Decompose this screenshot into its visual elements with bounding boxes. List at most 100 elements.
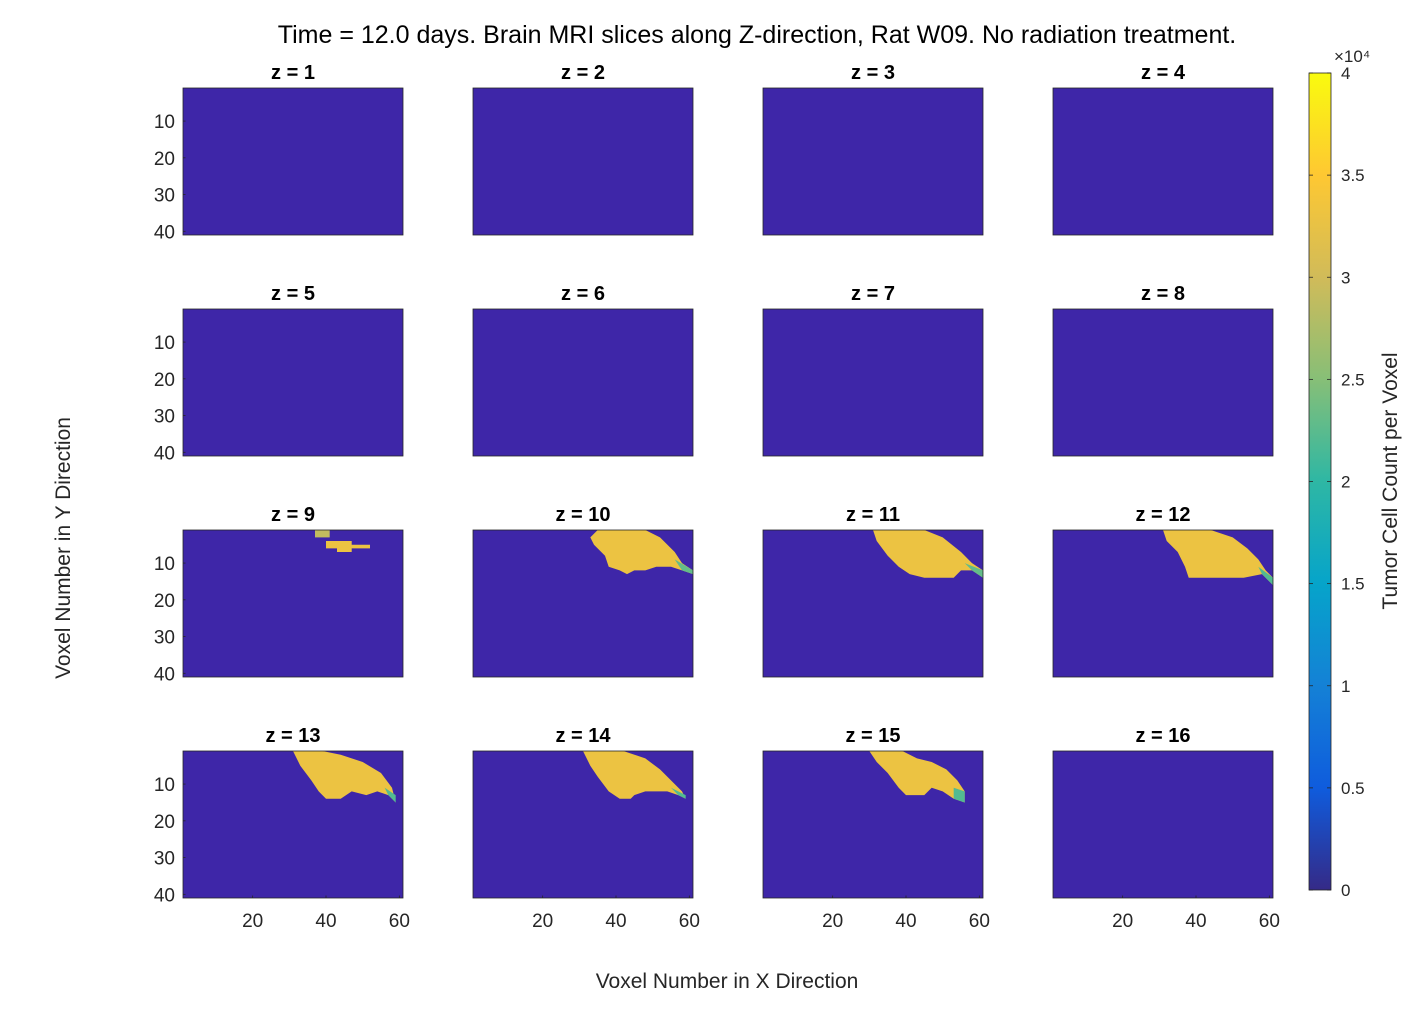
slice-background xyxy=(1053,309,1273,456)
y-axis-label: Voxel Number in Y Direction xyxy=(52,417,75,679)
x-tick-label: 20 xyxy=(532,911,553,932)
colorbar-tick-label: 4 xyxy=(1341,64,1350,83)
slice-panels: z = 1 10 20 30 40 z = 2 z = 3 z = 4 z = 5 10 20 30 4… xyxy=(154,62,1280,932)
slice-panel: z = 14 20 40 60 xyxy=(472,725,700,932)
slice-background xyxy=(183,309,403,456)
slice-background xyxy=(763,88,983,235)
tumor-region xyxy=(384,787,396,803)
slice-panel: z = 3 xyxy=(762,62,984,236)
colorbar-tick-label: 0.5 xyxy=(1341,779,1365,798)
y-tick-label: 20 xyxy=(154,591,175,612)
slice-panel: z = 11 xyxy=(762,504,984,678)
slice-frame xyxy=(762,529,984,678)
slice-frame xyxy=(762,87,984,236)
y-tick-label: 40 xyxy=(154,664,175,685)
slice-frame xyxy=(182,750,404,899)
x-tick-label: 40 xyxy=(605,911,626,932)
slice-title: z = 4 xyxy=(1141,62,1186,84)
slice-title: z = 5 xyxy=(271,283,315,305)
y-tick-label: 10 xyxy=(154,333,175,354)
y-tick-label: 20 xyxy=(154,149,175,170)
tumor-region xyxy=(873,530,983,578)
x-tick-label: 60 xyxy=(1259,911,1280,932)
x-tick-label: 40 xyxy=(1185,911,1206,932)
slice-frame xyxy=(472,308,694,457)
slice-frame xyxy=(1052,87,1274,236)
slice-title: z = 10 xyxy=(555,504,610,526)
colorbar-tick-label: 0 xyxy=(1341,881,1350,900)
colorbar-exponent-label: ×10⁴ xyxy=(1334,47,1370,66)
y-tick-label: 30 xyxy=(154,628,175,649)
x-tick-label: 20 xyxy=(822,911,843,932)
slice-background xyxy=(183,530,403,677)
slice-frame xyxy=(762,750,984,899)
x-tick-label: 20 xyxy=(242,911,263,932)
x-tick-label: 40 xyxy=(315,911,336,932)
slice-background xyxy=(1053,751,1273,898)
y-tick-label: 10 xyxy=(154,554,175,575)
colorbar: 0 0.5 1 1.5 2 2.5 3 3.5 4 ×10⁴ Tumor Cell Count … xyxy=(1308,47,1402,900)
tumor-region xyxy=(326,541,370,552)
slice-title: z = 11 xyxy=(846,504,900,526)
slice-panel: z = 12 xyxy=(1052,504,1274,678)
y-tick-label: 20 xyxy=(154,370,175,391)
slice-frame xyxy=(472,750,694,899)
slice-panel: z = 8 xyxy=(1052,283,1274,457)
slice-frame xyxy=(182,308,404,457)
tumor-region xyxy=(869,751,965,803)
colorbar-tick-label: 3 xyxy=(1341,268,1350,287)
y-tick-label: 30 xyxy=(154,849,175,870)
colorbar-tick-label: 2.5 xyxy=(1341,370,1365,389)
tumor-region xyxy=(953,787,965,803)
slice-title: z = 15 xyxy=(845,725,900,747)
slice-panel: z = 5 10 20 30 40 xyxy=(154,283,404,464)
y-tick-label: 40 xyxy=(154,222,175,243)
slice-title: z = 7 xyxy=(851,283,895,305)
slice-title: z = 3 xyxy=(851,62,895,84)
x-tick-label: 60 xyxy=(969,911,990,932)
slice-background xyxy=(473,88,693,235)
slice-title: z = 2 xyxy=(561,62,605,84)
x-tick-label: 40 xyxy=(895,911,916,932)
y-tick-label: 10 xyxy=(154,775,175,796)
slice-frame xyxy=(472,87,694,236)
slice-background xyxy=(763,751,983,898)
colorbar-tick-label: 1.5 xyxy=(1341,575,1365,594)
tumor-region xyxy=(964,563,983,578)
slice-frame xyxy=(1052,750,1274,899)
slice-title: z = 13 xyxy=(265,725,320,747)
tumor-region xyxy=(1258,566,1273,586)
slice-panel: z = 15 20 40 60 xyxy=(762,725,990,932)
slice-panel: z = 7 xyxy=(762,283,984,457)
slice-panel: z = 4 xyxy=(1052,62,1274,236)
tumor-region xyxy=(674,559,693,575)
slice-frame xyxy=(1052,308,1274,457)
y-tick-label: 40 xyxy=(154,443,175,464)
slice-title: z = 9 xyxy=(271,504,315,526)
slice-title: z = 14 xyxy=(555,725,611,747)
colorbar-tick-label: 3.5 xyxy=(1341,166,1365,185)
slice-title: z = 8 xyxy=(1141,283,1185,305)
slice-frame xyxy=(762,308,984,457)
x-tick-label: 60 xyxy=(389,911,410,932)
x-axis-label: Voxel Number in X Direction xyxy=(596,970,859,993)
slice-frame xyxy=(472,529,694,678)
figure-title: Time = 12.0 days. Brain MRI slices along… xyxy=(278,21,1237,49)
tumor-region xyxy=(583,751,686,799)
slice-panel: z = 10 xyxy=(472,504,694,678)
y-tick-label: 30 xyxy=(154,186,175,207)
slice-panel: z = 6 xyxy=(472,283,694,457)
slice-title: z = 12 xyxy=(1135,504,1190,526)
slice-panel: z = 1 10 20 30 40 xyxy=(154,62,404,243)
x-tick-label: 20 xyxy=(1112,911,1133,932)
slice-background xyxy=(1053,88,1273,235)
tumor-region xyxy=(1163,530,1273,586)
colorbar-ticks: 0 0.5 1 1.5 2 2.5 3 3.5 4 xyxy=(1309,64,1365,900)
y-tick-label: 10 xyxy=(154,112,175,133)
slice-background xyxy=(183,88,403,235)
colorbar-label: Tumor Cell Count per Voxel xyxy=(1379,352,1402,609)
slice-frame xyxy=(182,87,404,236)
slice-title: z = 6 xyxy=(561,283,605,305)
slice-panel: z = 2 xyxy=(472,62,694,236)
